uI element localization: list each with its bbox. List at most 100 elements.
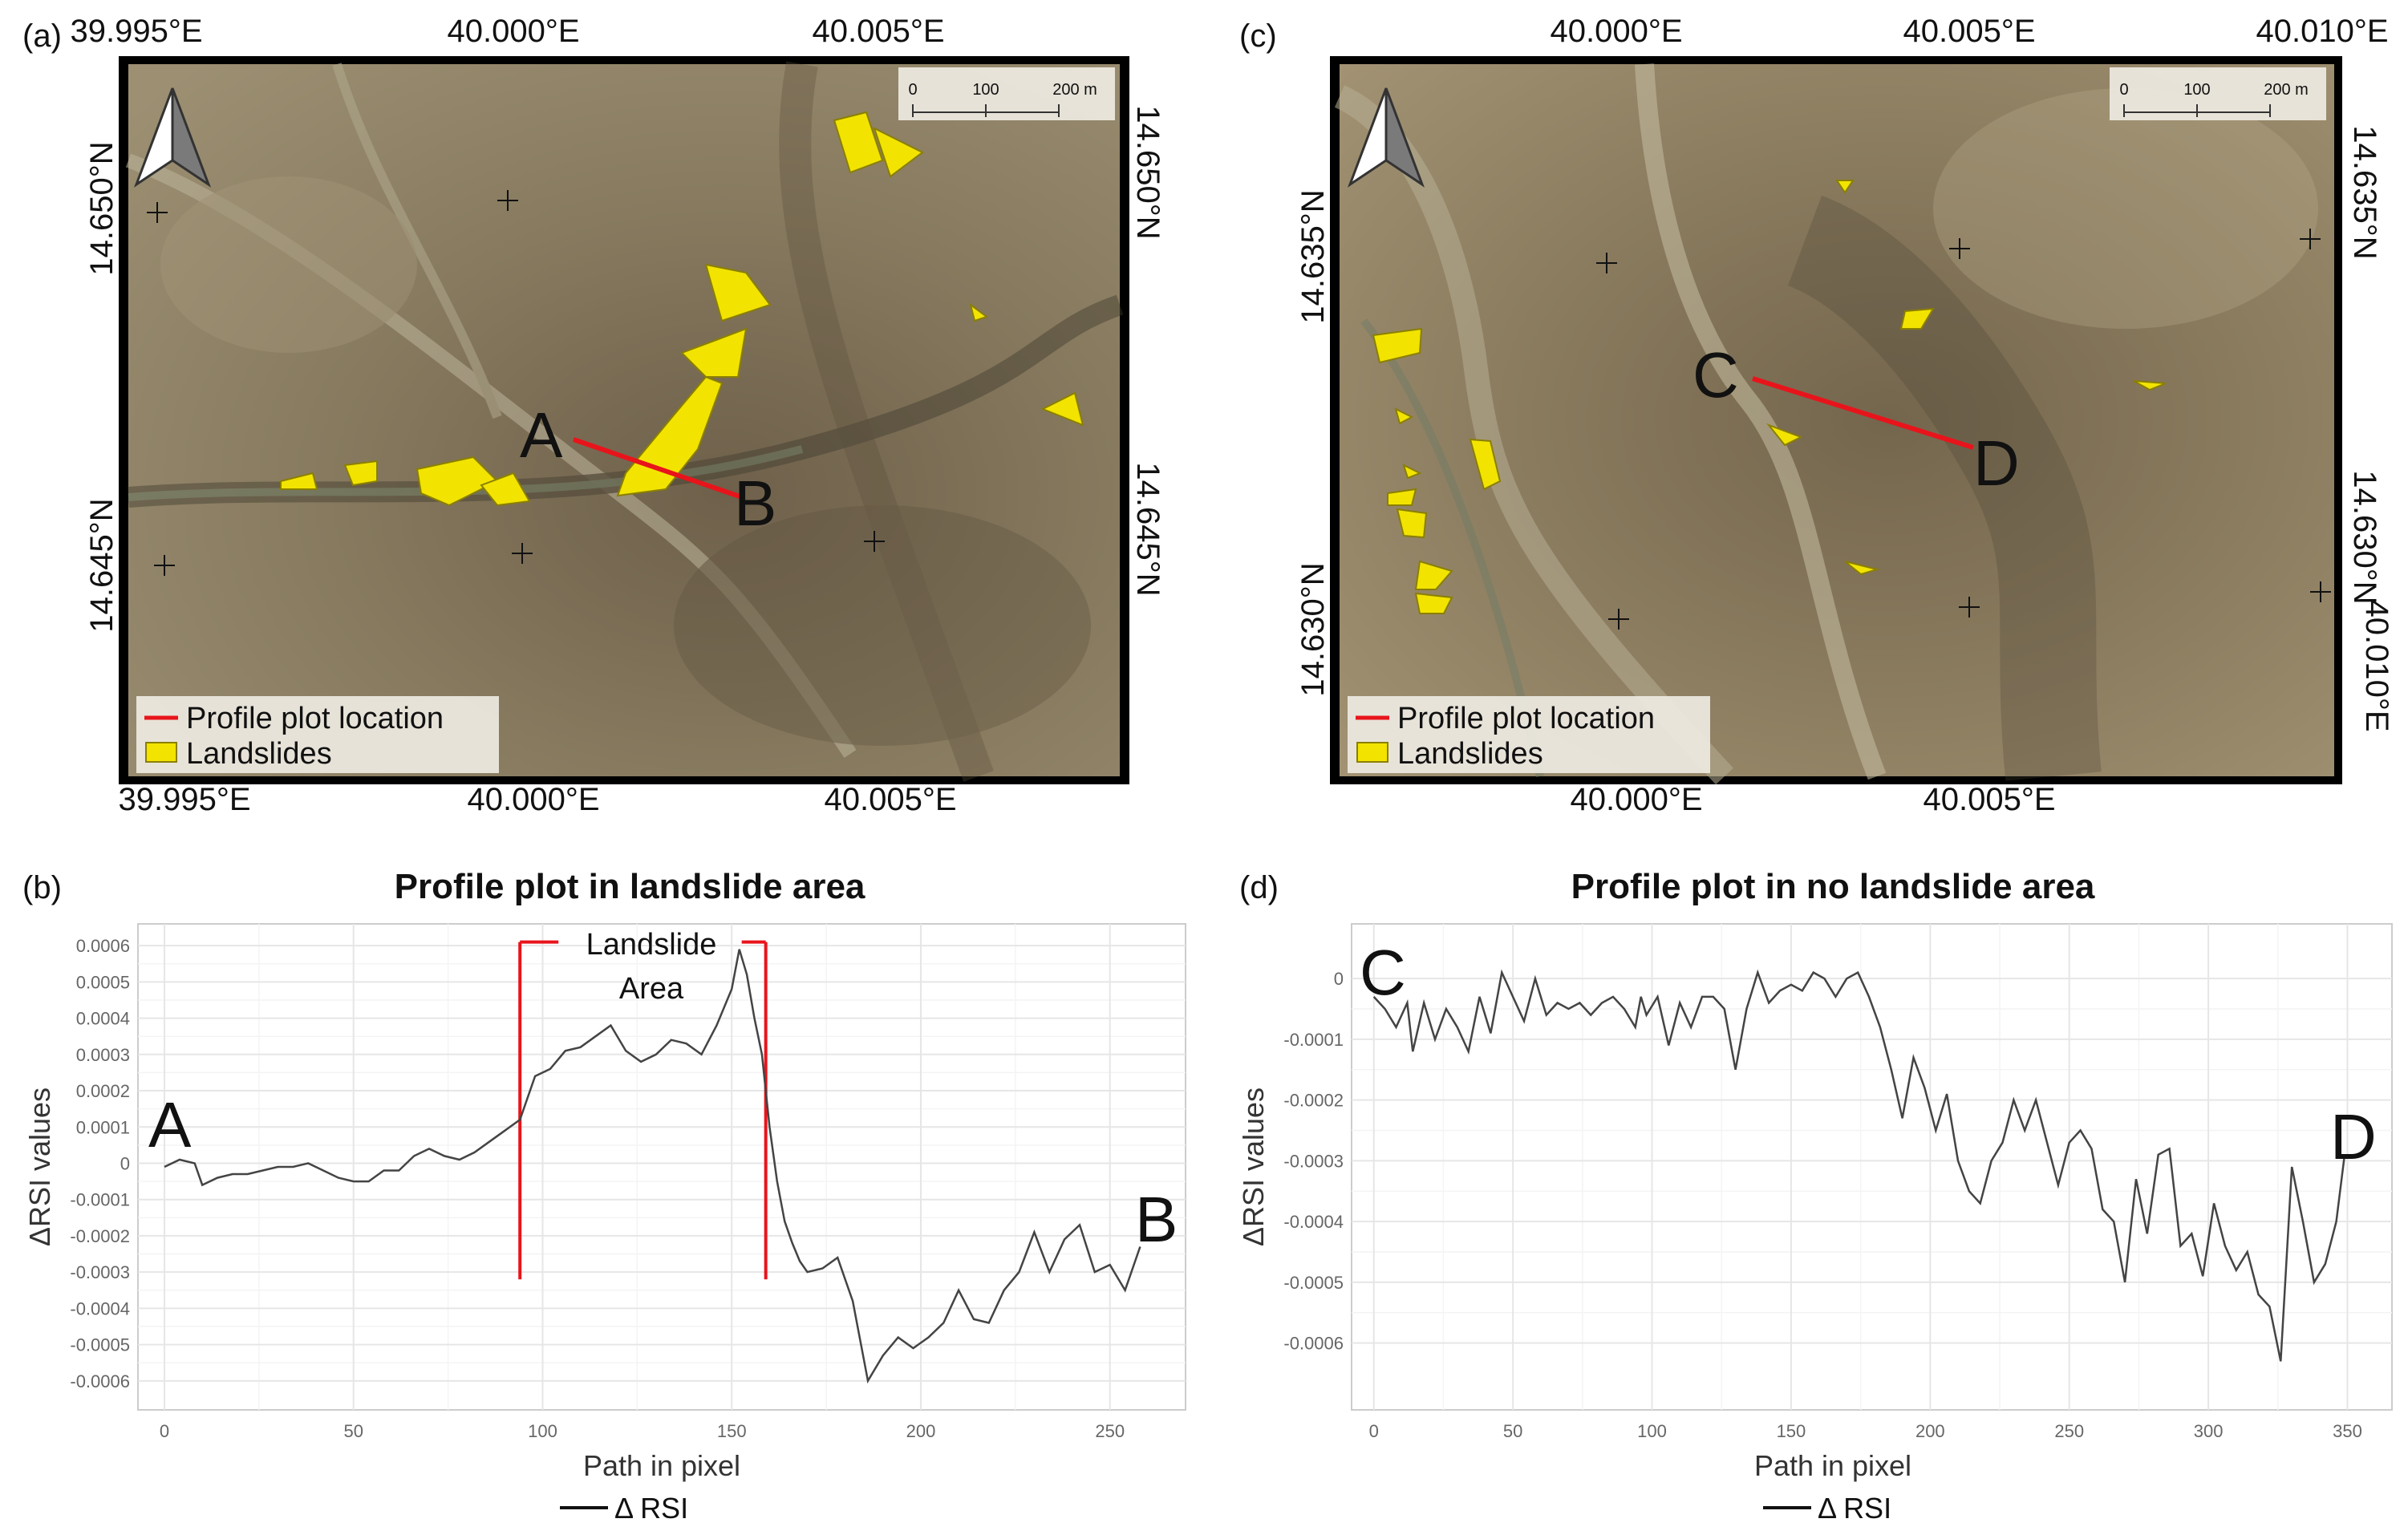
map-c-lon-bottom: 40.005°E	[1923, 782, 2055, 817]
x-tick-label: 350	[2333, 1421, 2362, 1441]
chart-b-plot-area	[137, 923, 1186, 1411]
legend-profile-label: Profile plot location	[1397, 702, 1655, 735]
chart-b-grid	[138, 924, 1186, 1410]
map-a-lat-right: 14.645°N	[1130, 462, 1165, 596]
y-tick-label: -0.0001	[1283, 1030, 1344, 1050]
chart-d-legend: Δ RSI	[1763, 1492, 1891, 1525]
map-c: 0 100 200 m C D Profile plot location La…	[1295, 14, 2394, 817]
scalebar-label: 100	[2183, 81, 2210, 99]
map-c-lon-bottom: 40.010°E	[2359, 599, 2394, 731]
map-c-lon-top: 40.005°E	[1903, 14, 2035, 49]
x-tick-label: 300	[2194, 1421, 2224, 1441]
landslide-polygon	[480, 472, 531, 507]
scalebar-label: 0	[2119, 81, 2128, 99]
chart-d-grid	[1352, 924, 2392, 1410]
map-c-lat-right: 14.630°N	[2347, 470, 2382, 604]
landslide-polygon	[704, 263, 772, 322]
map-c-lat-right: 14.635°N	[2347, 125, 2382, 259]
landslide-polygon	[416, 456, 499, 507]
map-c-graticule	[1596, 229, 2331, 630]
map-a-terrain	[125, 61, 1124, 782]
map-a-lon-bottom: 40.000°E	[467, 782, 599, 817]
chart-b: Profile plot in landslide area -0.0006-0…	[23, 867, 1186, 1525]
panel-b-label: (b)	[22, 870, 62, 905]
y-tick-label: 0.0005	[76, 972, 130, 992]
x-tick-label: 100	[1637, 1421, 1667, 1441]
y-tick-label: -0.0005	[70, 1335, 130, 1355]
x-tick-label: 100	[528, 1421, 557, 1441]
landslide-polygon	[1899, 307, 1935, 330]
map-c-landslides	[1372, 180, 2167, 614]
map-c-legend: Profile plot location Landslides	[1348, 696, 1710, 773]
legend-landslides-label: Landslides	[186, 737, 332, 771]
landslide-polygon	[1387, 488, 1417, 506]
chart-d-annotation-d: D	[2330, 1101, 2377, 1172]
map-a-scalebar: 0 100 200 m	[898, 67, 1115, 120]
map-a-lon-top: 39.995°E	[70, 14, 202, 49]
landslide-polygon	[1040, 391, 1084, 427]
x-tick-label: 150	[717, 1421, 747, 1441]
landslide-polygon	[1844, 561, 1880, 576]
scalebar-label: 100	[972, 81, 999, 99]
chart-b-xlabel: Path in pixel	[583, 1449, 740, 1482]
map-a-lat-right: 14.650°N	[1130, 105, 1165, 239]
landslide-polygon	[1372, 327, 1423, 364]
x-tick-label: 200	[1915, 1421, 1945, 1441]
map-c-lon-bottom: 40.000°E	[1570, 782, 1702, 817]
y-tick-label: -0.0003	[70, 1262, 130, 1282]
north-arrow-icon	[133, 87, 212, 188]
chart-b-region	[518, 940, 768, 1280]
chart-d-annotation-c: C	[1360, 937, 1406, 1008]
panel-d-label: (d)	[1239, 870, 1279, 905]
landslide-polygon	[1394, 407, 1414, 425]
chart-d: Profile plot in no landslide area -0.000…	[1237, 867, 2393, 1525]
y-tick-label: 0	[120, 1153, 130, 1173]
landslide-polygon	[873, 127, 924, 178]
chart-b-region-label: Landslide	[586, 928, 717, 962]
landslide-polygon	[280, 472, 318, 490]
chart-d-xlabel: Path in pixel	[1754, 1449, 1911, 1482]
map-a-lon-top: 40.000°E	[447, 14, 579, 49]
landslide-polygon	[969, 302, 989, 322]
x-tick-label: 200	[906, 1421, 936, 1441]
map-c-lon-top: 40.010°E	[2256, 14, 2388, 49]
chart-d-legend-label: Δ RSI	[1818, 1492, 1891, 1525]
chart-d-plot-area	[1351, 923, 2393, 1411]
map-a-lon-bottom: 39.995°E	[118, 782, 250, 817]
map-a-lat-left: 14.645°N	[84, 498, 120, 632]
map-a-lon-top: 40.005°E	[812, 14, 944, 49]
landslide-polygon	[1835, 180, 1855, 194]
landslide-polygon	[1414, 560, 1453, 590]
landslide-polygon	[680, 327, 748, 378]
profile-point-b: B	[734, 468, 776, 539]
map-a-landslides	[280, 111, 1084, 507]
map-a-legend: Profile plot location Landslides	[136, 696, 499, 773]
chart-b-ylabel: ΔRSI values	[23, 1087, 56, 1246]
landslide-polygon	[1396, 508, 1428, 539]
profile-point-a: A	[520, 399, 563, 471]
landslide-polygon	[1765, 423, 1803, 447]
chart-b-legend-label: Δ RSI	[614, 1492, 688, 1525]
chart-b-y-ticks: -0.0006 -0.0005 -0.0004 -0.0003 -0.0002 -0.00…	[70, 936, 130, 1391]
landslide-polygon	[2133, 380, 2167, 391]
x-tick-label: 250	[1095, 1421, 1125, 1441]
map-c-scalebar: 0 100 200 m	[2110, 67, 2326, 120]
map-a-imagery	[128, 64, 1120, 776]
panel-a-label: (a)	[22, 18, 62, 54]
y-tick-label: -0.0006	[1283, 1334, 1344, 1354]
chart-b-legend: Δ RSI	[560, 1492, 688, 1525]
y-tick-label: -0.0006	[70, 1371, 130, 1391]
x-tick-label: 0	[160, 1421, 169, 1441]
x-tick-label: 150	[1777, 1421, 1806, 1441]
chart-d-y-ticks: -0.0006 -0.0005 -0.0004 -0.0003 -0.0002 -0.00…	[1283, 969, 1344, 1354]
landslide-polygon	[833, 111, 884, 174]
chart-b-annotation-b: B	[1135, 1184, 1178, 1255]
map-c-lat-left: 14.635°N	[1295, 189, 1331, 323]
y-tick-label: -0.0005	[1283, 1273, 1344, 1293]
chart-b-region-label: Area	[619, 972, 684, 1006]
profile-line-ab	[573, 437, 743, 500]
scalebar-label: 200 m	[1052, 81, 1097, 99]
chart-b-series-line	[164, 949, 1141, 1384]
map-c-lat-left: 14.630°N	[1295, 562, 1331, 696]
